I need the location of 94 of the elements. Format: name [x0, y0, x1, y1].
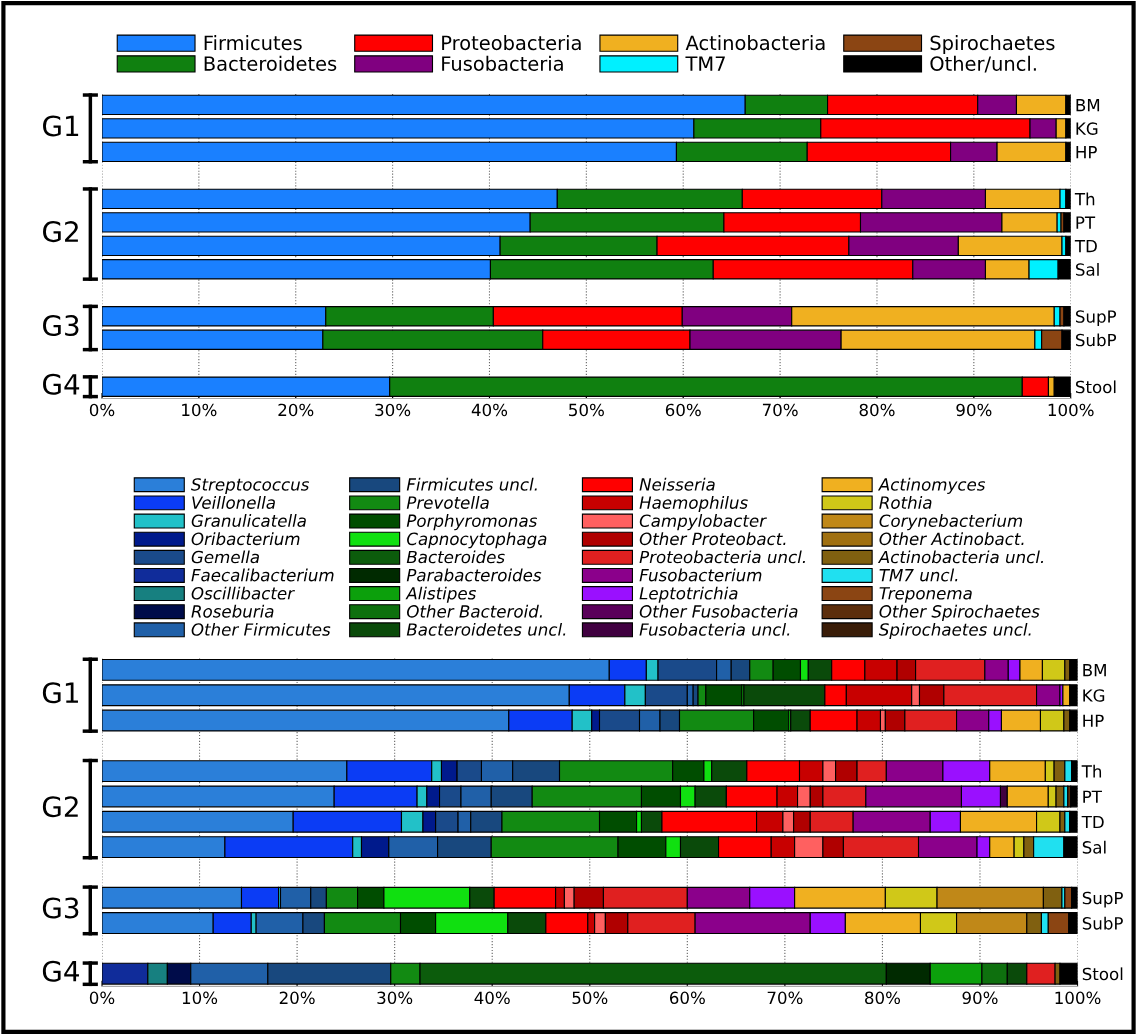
legend-label: Other/uncl. — [930, 55, 1036, 73]
legend-label: Oribacterium — [191, 532, 300, 546]
x-tick-label: 70% — [762, 403, 798, 417]
legend-label: Prevotella — [406, 495, 489, 509]
y-tick-label: HP — [1083, 714, 1104, 727]
y-tick-label: SubP — [1082, 916, 1123, 930]
text: G2 — [42, 796, 78, 818]
x-tick-label: 30% — [377, 991, 413, 1005]
x-tick-label: 80% — [859, 403, 895, 417]
legend-label: Fusobacteria — [442, 55, 563, 71]
legend-label: Other Fusobacteria — [639, 604, 798, 618]
legend-label: Oscillibacter — [191, 586, 295, 600]
legend-label: Alistipes — [405, 586, 476, 603]
x-tick-label: 80% — [865, 991, 901, 1005]
x-tick-label: 0% — [89, 403, 115, 417]
legend-label: Proteobacteria uncl. — [639, 550, 805, 564]
legend-label: Capnocytophaga — [407, 532, 547, 549]
legend-label: Parabacteroides — [406, 568, 542, 582]
x-tick-label: 40% — [471, 403, 508, 417]
y-tick-label: Stool — [1075, 380, 1116, 394]
legend-label: Campylobacter — [639, 514, 767, 531]
legend-label: Gemella — [191, 550, 259, 564]
x-tick-label: 20% — [278, 403, 314, 417]
legend-label: Faecalibacterium — [191, 568, 334, 582]
x-tick-label: 0% — [89, 991, 115, 1005]
legend-label: Other Actinobact. — [879, 532, 1024, 546]
legend-label: Other Bacteroid. — [406, 604, 542, 618]
x-tick-label: 70% — [767, 991, 803, 1005]
legend-label: Firmicutes uncl. — [406, 477, 537, 491]
y-tick-label: Stool — [1082, 967, 1123, 981]
text: G4 — [43, 373, 80, 395]
text: G2 — [43, 221, 78, 243]
legend-label: Bacteroidetes — [204, 55, 337, 71]
legend-label: Bacteroides — [406, 550, 505, 564]
y-tick-label: Sal — [1082, 840, 1106, 854]
legend-label: Rothia — [879, 495, 932, 509]
x-tick-label: 50% — [569, 403, 604, 417]
legend-label: Leptotrichia — [639, 586, 738, 603]
y-tick-label: PT — [1076, 216, 1096, 229]
y-tick-label: PT — [1083, 790, 1102, 803]
legend-label: Spirochaetes — [930, 35, 1055, 54]
legend-label: Streptococcus — [191, 478, 310, 494]
y-tick-label: Th — [1074, 192, 1095, 206]
legend-label: Firmicutes — [204, 35, 302, 51]
y-tick-label: BM — [1076, 99, 1100, 112]
text: G3 — [43, 315, 79, 337]
text: G3 — [42, 897, 79, 919]
text: G4 — [42, 960, 79, 982]
x-tick-label: 90% — [962, 991, 998, 1005]
legend-label: Other Firmicutes — [191, 622, 331, 636]
x-tick-label: 60% — [669, 991, 705, 1005]
legend-label: Haemophilus — [639, 495, 748, 513]
legend-label: Other Proteobact. — [639, 532, 786, 546]
legend-label: Veillonella — [192, 495, 275, 509]
legend-label: Other Spirochaetes — [879, 604, 1040, 621]
x-tick-label: 30% — [375, 403, 411, 417]
y-tick-label: KG — [1083, 689, 1105, 702]
legend-label: Porphyromonas — [406, 514, 538, 531]
y-tick-label: TD — [1074, 239, 1097, 253]
legend-label: TM7 — [685, 56, 725, 71]
x-tick-label: 10% — [182, 991, 218, 1005]
y-tick-label: HP — [1076, 146, 1097, 159]
legend-label: Actinobacteria — [685, 35, 825, 51]
legend-label: Actinomyces — [877, 477, 986, 494]
legend-label: Neisseria — [639, 477, 715, 491]
x-tick-label: 40% — [474, 991, 510, 1005]
legend-label: TM7 uncl. — [879, 568, 958, 582]
legend-label: Fusobacteria uncl. — [639, 622, 790, 636]
legend-label: Corynebacterium — [879, 514, 1023, 531]
x-tick-label: 60% — [665, 403, 701, 417]
legend-label: Treponema — [879, 587, 972, 603]
text: G1 — [43, 115, 79, 137]
text: G1 — [42, 682, 78, 704]
legend-label: Actinobacteria uncl. — [877, 550, 1044, 564]
legend-label: Granulicatella — [191, 514, 306, 528]
legend-label: Proteobacteria — [442, 35, 581, 51]
y-tick-label: SupP — [1075, 310, 1117, 327]
legend-label: Bacteroidetes uncl. — [406, 622, 566, 636]
x-tick-label: 100% — [1055, 991, 1101, 1005]
y-tick-label: Sal — [1075, 262, 1099, 276]
x-tick-label: 100% — [1048, 403, 1094, 417]
y-tick-label: SupP — [1082, 891, 1123, 908]
y-tick-label: Th — [1081, 764, 1102, 778]
legend-label: Fusobacterium — [639, 568, 762, 582]
x-tick-label: 90% — [956, 403, 992, 417]
legend-label: Spirochaetes uncl. — [878, 622, 1031, 640]
x-tick-label: 50% — [572, 991, 608, 1005]
x-tick-label: 10% — [182, 403, 217, 417]
legend-label: Roseburia — [191, 604, 274, 618]
y-tick-label: BM — [1083, 664, 1106, 677]
y-tick-label: TD — [1081, 815, 1104, 829]
x-tick-label: 20% — [279, 991, 315, 1005]
y-tick-label: KG — [1076, 122, 1098, 135]
y-tick-label: SubP — [1075, 333, 1117, 347]
